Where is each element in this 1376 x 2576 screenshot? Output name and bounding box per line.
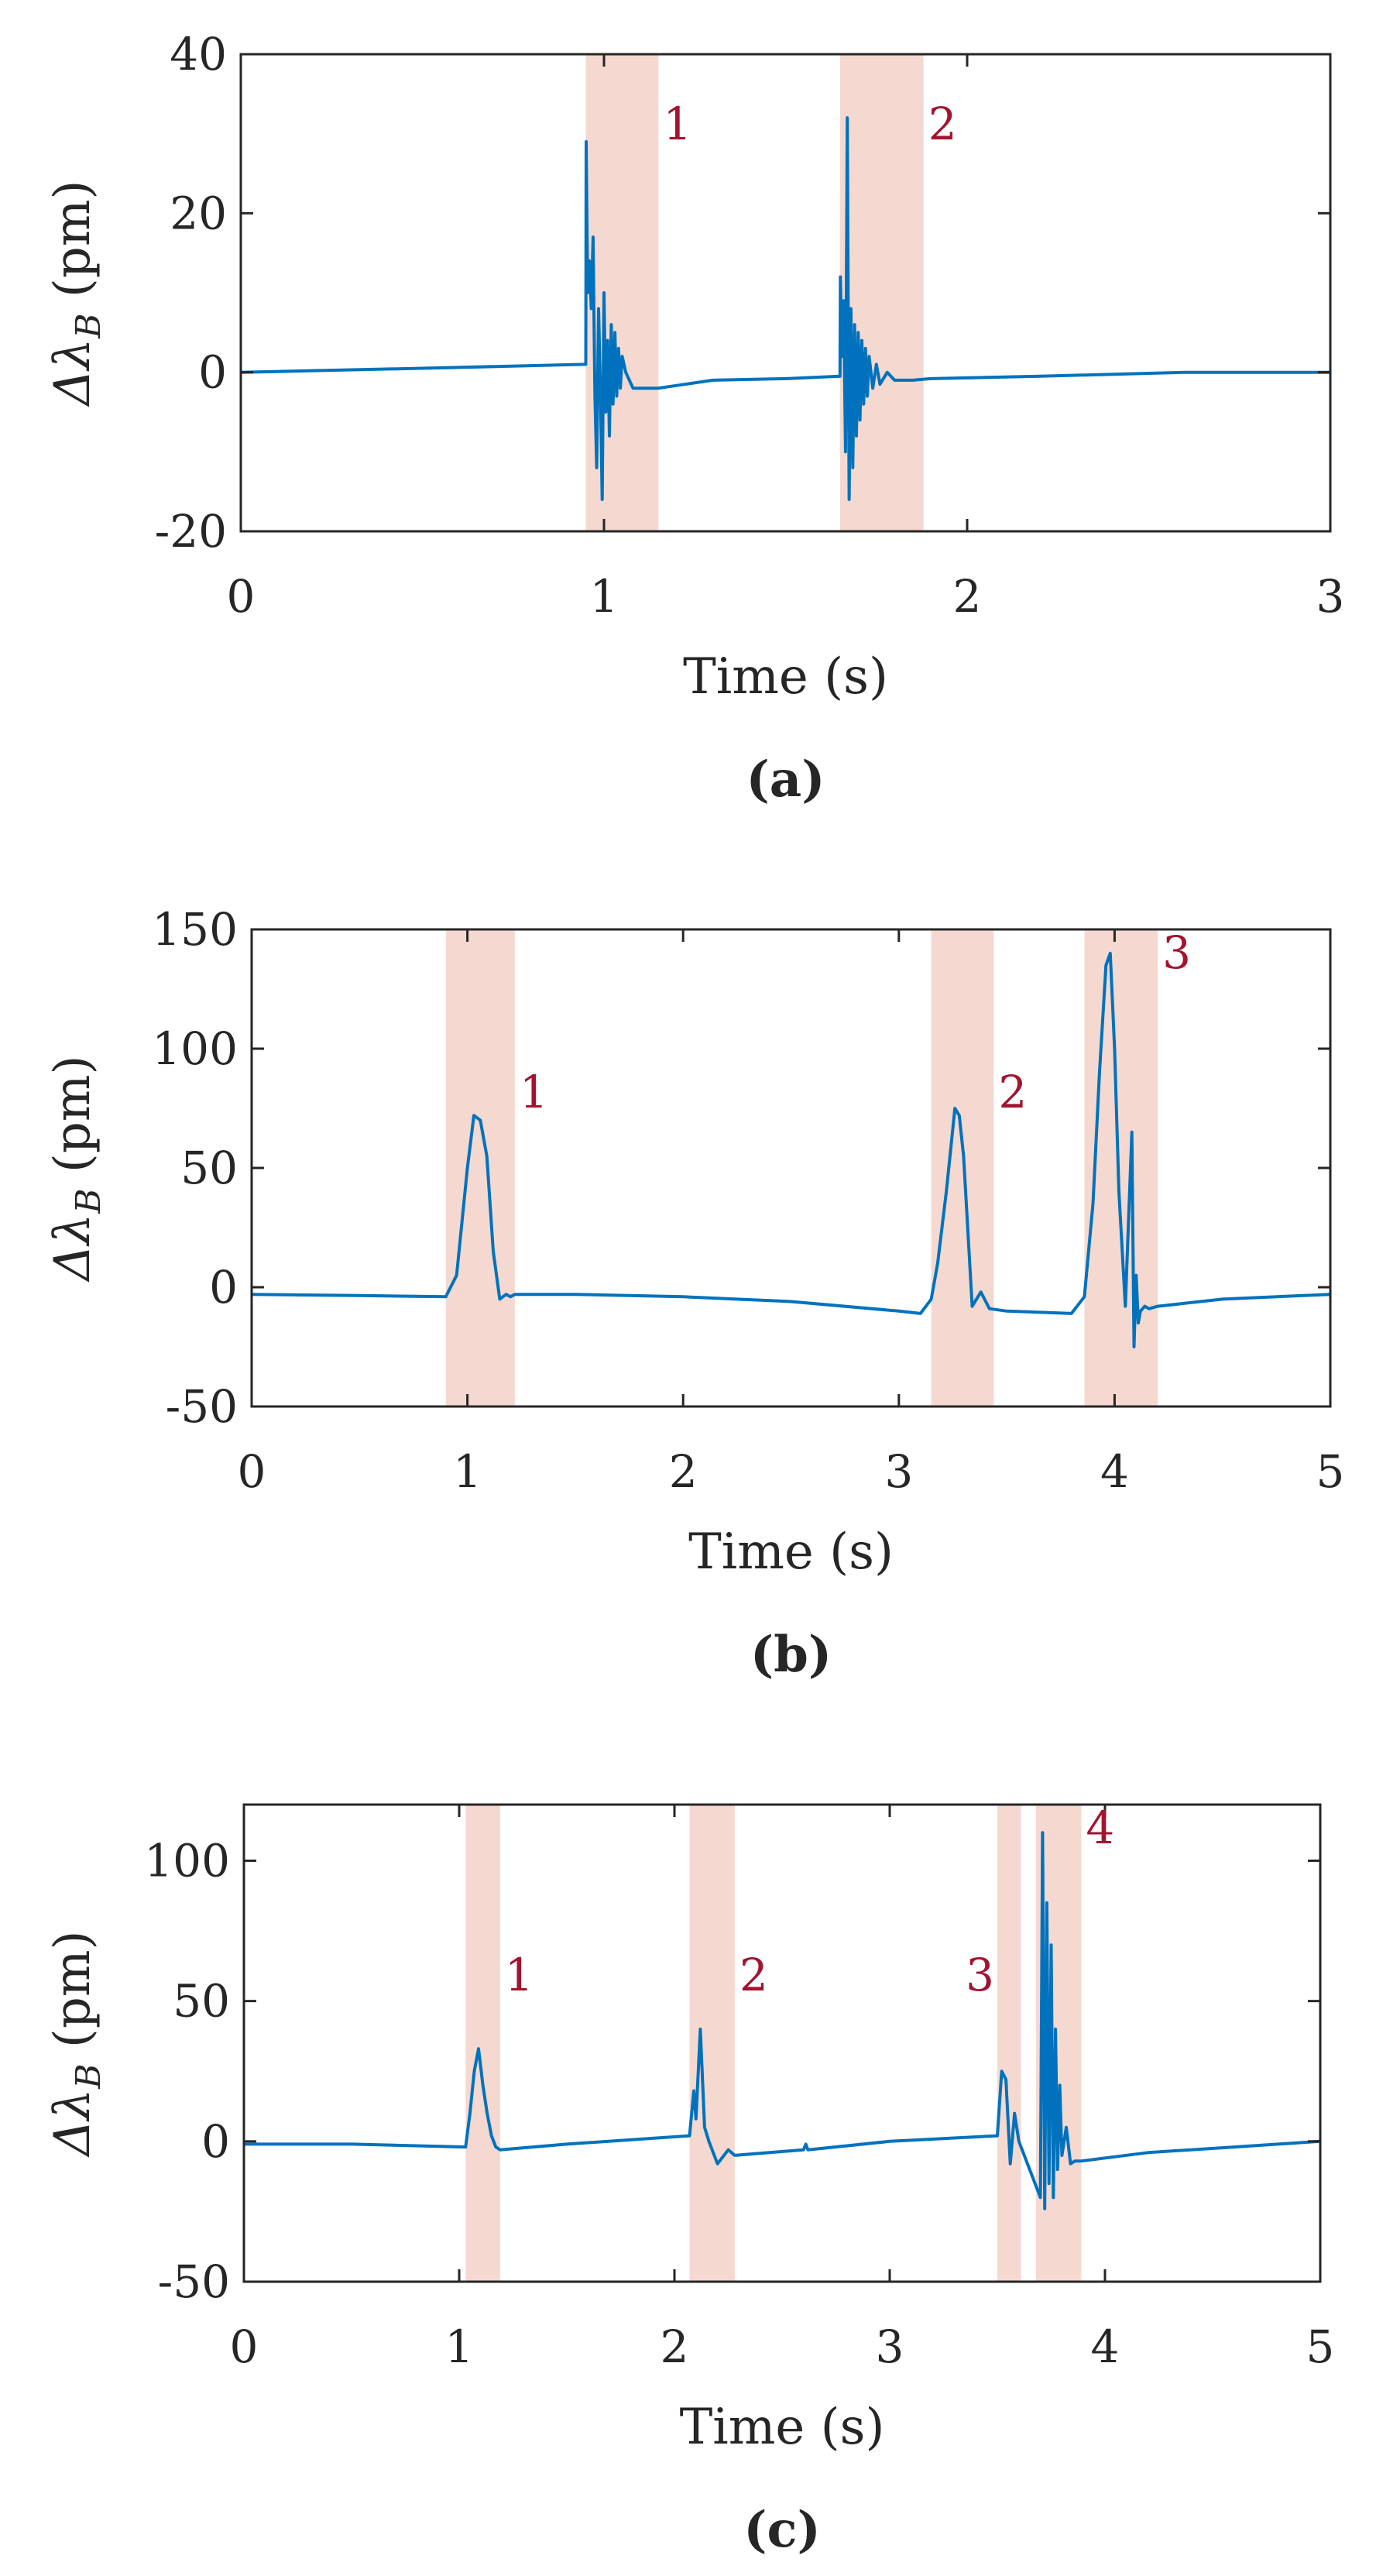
highlight-region-2 bbox=[689, 1805, 735, 2282]
axes-box bbox=[239, 53, 1332, 533]
x-tick-label: 0 bbox=[238, 1445, 266, 1498]
x-tick-label: 0 bbox=[227, 570, 256, 623]
x-tick-label: 1 bbox=[445, 2320, 474, 2373]
y-axis-symbol: Δλ bbox=[44, 2089, 101, 2159]
region-label-1: 1 bbox=[520, 1066, 548, 1118]
y-axis-subscript: B bbox=[69, 1188, 108, 1214]
highlight-region-1 bbox=[445, 929, 515, 1406]
axes-box bbox=[242, 1803, 1322, 2283]
x-tick-label: 3 bbox=[1316, 570, 1345, 623]
x-tick-label: 2 bbox=[953, 570, 982, 623]
region-label-4: 4 bbox=[1086, 1801, 1114, 1854]
x-tick-label: 5 bbox=[1306, 2320, 1335, 2373]
y-axis-unit: (pm) bbox=[44, 1930, 101, 2063]
panel-caption: (a) bbox=[746, 750, 825, 809]
highlight-region-1 bbox=[465, 1805, 500, 2282]
x-tick-label: 1 bbox=[453, 1445, 482, 1498]
x-tick-label: 3 bbox=[884, 1445, 913, 1498]
x-tick-label: 0 bbox=[230, 2320, 259, 2373]
y-tick-label: -50 bbox=[158, 2255, 230, 2308]
region-label-2: 2 bbox=[928, 98, 957, 150]
highlight-region-3 bbox=[997, 1805, 1021, 2282]
x-tick-label: 2 bbox=[669, 1445, 698, 1498]
x-tick-label: 3 bbox=[876, 2320, 904, 2373]
highlight-region-2 bbox=[931, 929, 994, 1406]
x-tick-label: 1 bbox=[590, 570, 619, 623]
y-tick-label: 20 bbox=[170, 187, 227, 239]
y-tick-label: 100 bbox=[144, 1834, 230, 1887]
y-tick-label: 0 bbox=[201, 2115, 230, 2168]
x-tick-label: 4 bbox=[1100, 1445, 1129, 1498]
x-tick-label: 5 bbox=[1316, 1445, 1345, 1498]
x-tick-label: 2 bbox=[661, 2320, 689, 2373]
x-axis-label: Time (s) bbox=[688, 1523, 894, 1581]
region-label-2: 2 bbox=[739, 1949, 768, 2001]
y-axis-subscript: B bbox=[69, 2063, 108, 2089]
y-tick-label: 100 bbox=[152, 1022, 238, 1075]
series-line bbox=[251, 951, 1331, 1348]
y-axis-unit: (pm) bbox=[44, 180, 101, 313]
y-tick-label: 150 bbox=[152, 903, 238, 956]
y-tick-label: -20 bbox=[155, 505, 227, 558]
axes-box bbox=[250, 928, 1332, 1408]
y-tick-label: 50 bbox=[173, 1975, 230, 2028]
y-axis-symbol: Δλ bbox=[44, 1214, 101, 1283]
series-line bbox=[240, 116, 1330, 501]
y-tick-label: 0 bbox=[209, 1261, 238, 1314]
series-line bbox=[244, 1831, 1321, 2210]
y-axis-subscript: B bbox=[69, 313, 108, 338]
panel-caption: (b) bbox=[750, 1626, 832, 1684]
region-label-3: 3 bbox=[1162, 926, 1191, 979]
y-tick-label: 40 bbox=[170, 28, 227, 81]
y-axis-label: ΔλB (pm) bbox=[44, 180, 108, 407]
y-axis-label: ΔλB (pm) bbox=[44, 1055, 108, 1283]
y-axis-unit: (pm) bbox=[44, 1055, 101, 1188]
y-axis-label: ΔλB (pm) bbox=[44, 1930, 108, 2158]
region-label-1: 1 bbox=[663, 98, 691, 150]
y-tick-label: 50 bbox=[180, 1142, 238, 1194]
region-label-2: 2 bbox=[998, 1066, 1027, 1118]
y-axis-symbol: Δλ bbox=[44, 338, 101, 408]
region-label-1: 1 bbox=[505, 1949, 534, 2001]
region-label-3: 3 bbox=[966, 1949, 994, 2001]
panel-caption: (c) bbox=[743, 2501, 821, 2559]
x-axis-label: Time (s) bbox=[683, 648, 888, 706]
x-tick-label: 4 bbox=[1091, 2320, 1120, 2373]
y-tick-label: -50 bbox=[166, 1380, 238, 1433]
y-tick-label: 0 bbox=[198, 346, 227, 399]
highlight-region-3 bbox=[1084, 929, 1158, 1406]
x-axis-label: Time (s) bbox=[680, 2399, 885, 2456]
